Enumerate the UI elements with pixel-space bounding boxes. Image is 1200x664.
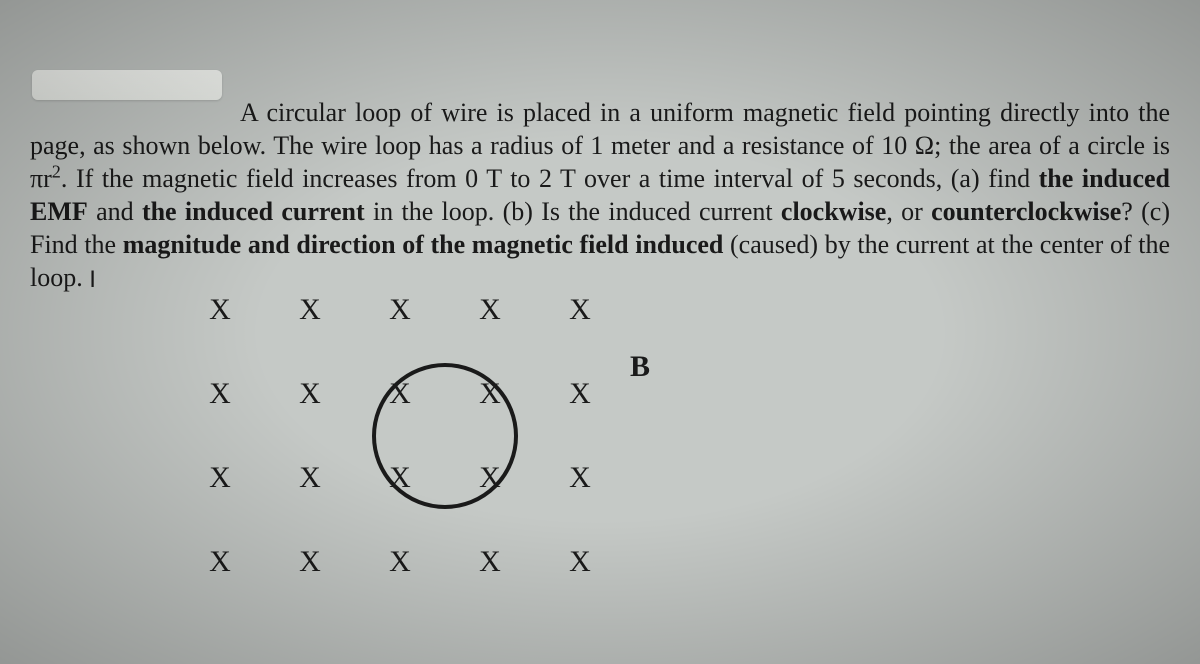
redaction-whiteout [32,70,222,100]
b-field-label: B [630,350,650,384]
field-x-mark: X [565,377,595,411]
field-x-mark: X [385,461,415,495]
field-x-mark: X [295,545,325,579]
field-x-mark: X [475,461,505,495]
problem-text: A circular loop of wire is placed in a u… [30,96,1170,296]
field-x-mark: X [295,377,325,411]
field-x-mark: X [205,293,235,327]
field-x-mark: X [295,293,325,327]
problem-text-content: A circular loop of wire is placed in a u… [30,98,1170,292]
field-x-mark: X [565,461,595,495]
field-x-mark: X [475,545,505,579]
field-x-mark: X [475,293,505,327]
field-diagram: B XXXXXXXXXXXXXXXXXXXX [220,310,720,660]
field-x-mark: X [385,545,415,579]
field-x-mark: X [205,377,235,411]
field-x-mark: X [205,545,235,579]
field-x-mark: X [385,377,415,411]
field-x-mark: X [385,293,415,327]
field-x-mark: X [205,461,235,495]
field-x-mark: X [565,545,595,579]
field-x-mark: X [295,461,325,495]
field-x-mark: X [565,293,595,327]
field-x-mark: X [475,377,505,411]
